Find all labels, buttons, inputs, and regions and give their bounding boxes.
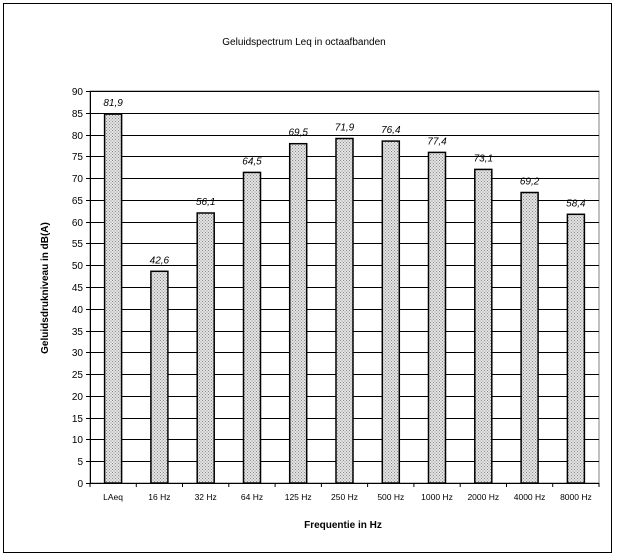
y-tick-label: 90 (72, 87, 84, 98)
y-tick-label: 15 (72, 414, 84, 425)
data-label-1: 81,9 (103, 98, 123, 109)
y-tick-label: 65 (72, 196, 84, 207)
x-axis-label: Frequentie in Hz (304, 520, 382, 531)
chart-frame: Geluidspectrum Leq in octaafbanden Gelui… (3, 3, 612, 553)
y-tick-label: 20 (72, 392, 84, 403)
x-tick-label: 64 Hz (241, 492, 263, 502)
x-tick-label: 4000 Hz (514, 492, 546, 502)
data-label-8: 77,4 (427, 136, 447, 147)
y-tick-label: 55 (72, 239, 84, 250)
y-tick-label: 80 (72, 131, 84, 142)
data-label-5: 69,5 (288, 128, 308, 139)
bar-6 (335, 137, 354, 484)
y-tick-label: 30 (72, 348, 84, 359)
data-label-7: 76,4 (381, 125, 401, 136)
bar-2 (150, 270, 169, 484)
chart-title: Geluidspectrum Leq in octaafbanden (222, 37, 385, 48)
x-tick-label: LAeq (103, 492, 123, 502)
y-tick-label: 50 (72, 261, 84, 272)
chart-svg: Geluidspectrum Leq in octaafbanden Gelui… (40, 37, 600, 531)
bar-1 (103, 113, 123, 484)
bar-10 (520, 191, 539, 484)
x-tick-label: 500 Hz (377, 492, 404, 502)
bar-11 (566, 213, 586, 484)
x-tick-label: 16 Hz (148, 492, 170, 502)
y-tick-label: 60 (72, 218, 84, 229)
y-tick-label: 45 (72, 283, 84, 294)
data-label-3: 56,1 (196, 197, 215, 208)
y-tick-label: 75 (72, 152, 84, 163)
bar-9 (474, 168, 493, 484)
bar-3 (196, 212, 215, 484)
bar-7 (381, 140, 401, 484)
bar-8 (427, 151, 447, 484)
x-tick-label: 250 Hz (331, 492, 358, 502)
bar-4 (242, 171, 262, 484)
bar-5 (288, 142, 308, 484)
y-tick-label: 35 (72, 327, 84, 338)
x-tick-label: 8000 Hz (560, 492, 592, 502)
data-label-4: 64,5 (242, 156, 262, 167)
x-tick-label: 32 Hz (195, 492, 217, 502)
y-axis-label: Geluidsdrukniveau in dB(A) (40, 222, 51, 354)
y-tick-label: 85 (72, 109, 84, 120)
y-tick-label: 70 (72, 174, 84, 185)
data-label-11: 58,4 (566, 198, 586, 209)
y-tick-label: 0 (77, 479, 83, 490)
data-label-6: 71,9 (335, 123, 355, 134)
x-tick-label: 125 Hz (285, 492, 312, 502)
data-label-10: 69,2 (520, 177, 540, 188)
x-tick-label: 2000 Hz (467, 492, 499, 502)
y-tick-label: 25 (72, 370, 84, 381)
data-label-9: 73,1 (474, 153, 493, 164)
y-tick-label: 10 (72, 435, 84, 446)
y-tick-label: 5 (77, 457, 83, 468)
data-label-2: 42,6 (150, 255, 170, 266)
y-tick-label: 40 (72, 305, 84, 316)
x-tick-label: 1000 Hz (421, 492, 453, 502)
